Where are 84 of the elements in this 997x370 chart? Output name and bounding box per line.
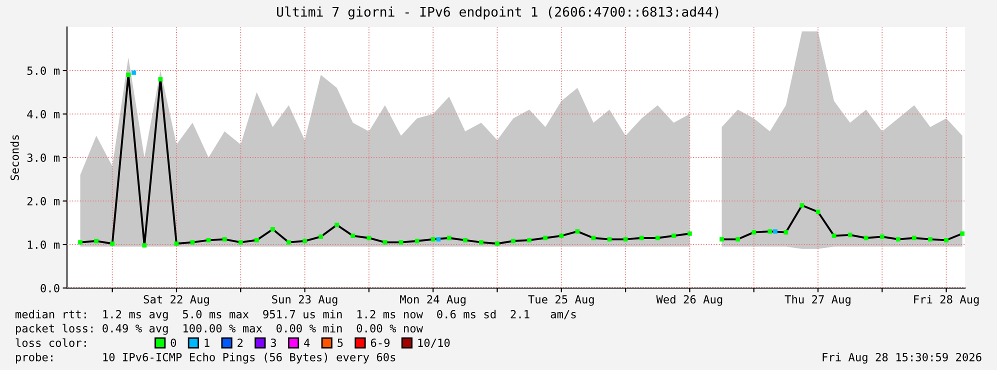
point bbox=[607, 237, 612, 242]
point bbox=[527, 238, 532, 242]
point bbox=[110, 241, 115, 246]
point bbox=[126, 72, 131, 78]
y-tick-label: 2.0 m bbox=[27, 197, 60, 206]
point bbox=[928, 237, 932, 242]
point bbox=[960, 231, 965, 236]
y-tick-label: 4.0 m bbox=[27, 110, 60, 118]
legend-label: 6-9 bbox=[370, 338, 390, 347]
point bbox=[543, 236, 548, 240]
text: packet loss: 0.49 % avg 100.00 % max 0.00 % min 0.00 % now bbox=[16, 324, 424, 335]
point bbox=[688, 231, 692, 236]
point bbox=[816, 210, 820, 214]
x-tick-label: Sun 23 Aug bbox=[272, 295, 338, 306]
legend-label: 4 bbox=[304, 338, 310, 347]
point bbox=[238, 240, 243, 245]
x-tick-label: Sat 22 Aug bbox=[144, 295, 209, 306]
x-tick-label: Thu 27 Aug bbox=[784, 294, 850, 306]
point bbox=[132, 70, 136, 75]
point bbox=[446, 236, 452, 240]
y-tick-label: 0.0 bbox=[40, 284, 60, 292]
point bbox=[270, 227, 275, 232]
point bbox=[752, 230, 756, 235]
point bbox=[318, 234, 324, 239]
point bbox=[575, 229, 580, 234]
point bbox=[639, 236, 644, 240]
point bbox=[736, 237, 740, 242]
point bbox=[382, 240, 388, 245]
point bbox=[430, 237, 436, 242]
legend-label: 1 bbox=[204, 338, 210, 347]
point bbox=[720, 237, 724, 242]
text: Fri Aug 28 15:30:59 2026 bbox=[822, 352, 982, 364]
point bbox=[462, 238, 468, 242]
y-tick-label: 3.0 m bbox=[27, 154, 60, 162]
point bbox=[655, 236, 660, 240]
point bbox=[222, 237, 227, 242]
point bbox=[912, 236, 916, 240]
point bbox=[800, 203, 804, 208]
x-tick-label: Wed 26 Aug bbox=[656, 294, 722, 306]
text: median rtt: 1.2 ms avg 5.0 ms max 951.7 us min 1.2 ms now 0.6 ms sd 2.1 am/s bbox=[16, 310, 576, 321]
y-tick-label: 1.0 m bbox=[28, 240, 60, 249]
y-axis-title: Seconds bbox=[10, 135, 19, 180]
point bbox=[784, 230, 788, 235]
x-tick-label: Mon 24 Aug bbox=[400, 295, 466, 306]
point bbox=[94, 238, 99, 244]
point bbox=[768, 229, 772, 234]
legend-label: 5 bbox=[338, 338, 343, 347]
x-tick-label: Fri 28 Aug bbox=[914, 294, 979, 306]
point bbox=[286, 240, 291, 245]
point bbox=[773, 229, 778, 234]
point bbox=[479, 240, 484, 245]
chart-title: Ultimi 7 giorni - IPv6 endpoint 1 (2606:4700::6813:ad44) bbox=[277, 6, 718, 20]
point bbox=[414, 238, 420, 244]
point bbox=[302, 238, 307, 244]
point bbox=[671, 234, 676, 238]
point bbox=[511, 238, 516, 244]
point bbox=[848, 232, 852, 238]
point bbox=[944, 238, 948, 242]
legend-label: 3 bbox=[270, 338, 276, 347]
point bbox=[174, 241, 179, 246]
point bbox=[832, 234, 836, 238]
point bbox=[495, 241, 500, 246]
point bbox=[334, 222, 340, 228]
point bbox=[864, 236, 868, 240]
y-tick-label: 5.0 m bbox=[27, 66, 60, 75]
point bbox=[254, 238, 259, 242]
point bbox=[896, 237, 900, 242]
legend-title: loss color: bbox=[16, 338, 86, 347]
point bbox=[623, 237, 628, 242]
legend-label: 0 bbox=[170, 338, 176, 347]
text: probe: 10 IPv6-ICMP Echo Pings (56 Bytes) every 60s bbox=[16, 352, 396, 364]
legend-label: 2 bbox=[238, 338, 243, 347]
point bbox=[206, 238, 211, 242]
x-tick-label: Tue 25 Aug bbox=[528, 295, 594, 306]
point bbox=[398, 240, 404, 245]
legend-label: 10/10 bbox=[418, 338, 450, 348]
point bbox=[190, 240, 195, 245]
point bbox=[880, 234, 884, 239]
point bbox=[350, 234, 356, 238]
point bbox=[559, 234, 564, 238]
point bbox=[78, 240, 82, 245]
point bbox=[158, 77, 163, 82]
point bbox=[142, 243, 147, 248]
point bbox=[436, 237, 441, 242]
